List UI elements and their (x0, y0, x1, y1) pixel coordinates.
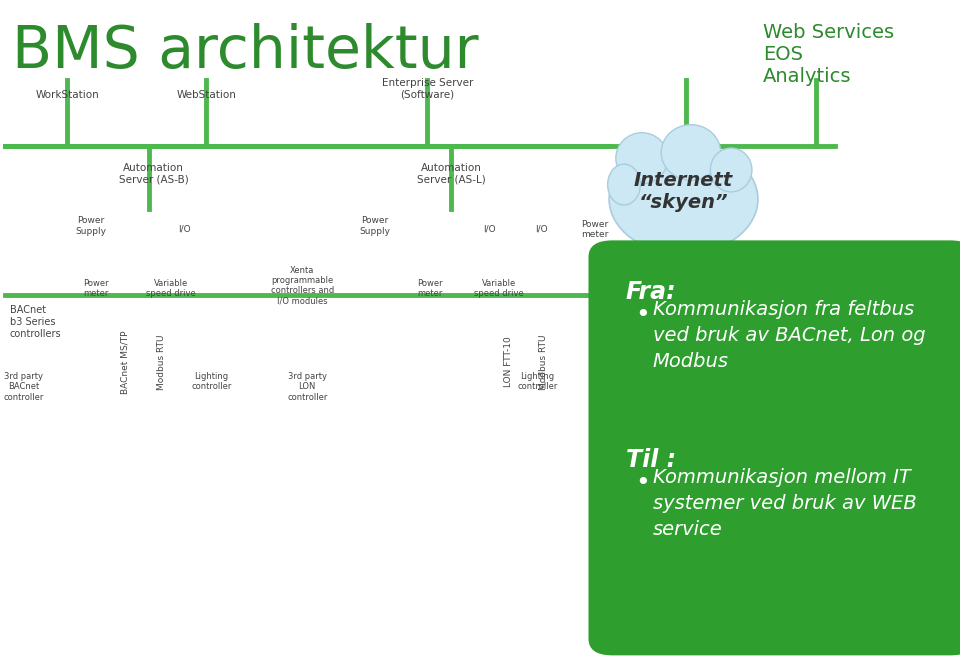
Text: Kommunikasjon mellom IT
systemer ved bruk av WEB
service: Kommunikasjon mellom IT systemer ved bru… (653, 468, 917, 539)
Text: Automation
Server (AS-B): Automation Server (AS-B) (119, 163, 188, 185)
Text: Variable
speed drive: Variable speed drive (146, 279, 196, 298)
Text: Lighting
controller: Lighting controller (517, 372, 558, 391)
Text: Lighting
controller: Lighting controller (191, 372, 231, 391)
Text: BMS architektur: BMS architektur (12, 23, 479, 80)
Text: Power
meter: Power meter (582, 220, 609, 239)
Text: Web Services
EOS
Analytics: Web Services EOS Analytics (763, 23, 895, 86)
FancyBboxPatch shape (588, 240, 960, 655)
Text: Power
Supply: Power Supply (76, 216, 107, 236)
Text: Variable
speed drive: Variable speed drive (474, 279, 524, 298)
Text: 3rd party
BACnet
controller: 3rd party BACnet controller (4, 372, 44, 402)
Text: Power
meter: Power meter (84, 279, 108, 298)
Text: Kommunikasjon fra feltbus
ved bruk av BACnet, Lon og
Modbus: Kommunikasjon fra feltbus ved bruk av BA… (653, 300, 925, 371)
Ellipse shape (661, 125, 721, 180)
Text: •: • (636, 471, 650, 495)
Ellipse shape (608, 164, 640, 205)
Ellipse shape (710, 148, 752, 192)
Text: BACnet
b3 Series
controllers: BACnet b3 Series controllers (10, 305, 61, 339)
Ellipse shape (615, 133, 668, 184)
Text: WebStation: WebStation (177, 90, 236, 100)
Text: Modbus RTU: Modbus RTU (156, 334, 166, 390)
Text: LON FTT-10: LON FTT-10 (504, 337, 514, 387)
Text: Til :: Til : (626, 448, 676, 472)
Text: Power
meter: Power meter (418, 279, 443, 298)
Text: Automation
Server (AS-L): Automation Server (AS-L) (417, 163, 486, 185)
Text: Xenta
programmable
controllers and
I/O modules: Xenta programmable controllers and I/O m… (271, 266, 334, 306)
Text: Fra:: Fra: (626, 280, 677, 304)
Text: WorkStation: WorkStation (36, 90, 99, 100)
Text: I/O: I/O (178, 224, 191, 234)
Text: BACnet MS/TP: BACnet MS/TP (120, 330, 130, 394)
Text: Modbus RTU: Modbus RTU (539, 334, 548, 390)
Text: 3rd party
LON
controller: 3rd party LON controller (287, 372, 327, 402)
Text: Power
Supply: Power Supply (359, 216, 390, 236)
Text: •: • (636, 303, 650, 327)
Text: Internett
“skyen”: Internett “skyen” (634, 171, 733, 212)
Ellipse shape (609, 145, 758, 254)
Text: I/O: I/O (483, 224, 496, 234)
Text: I/O: I/O (535, 224, 548, 234)
Text: Enterprise Server
(Software): Enterprise Server (Software) (381, 78, 473, 100)
